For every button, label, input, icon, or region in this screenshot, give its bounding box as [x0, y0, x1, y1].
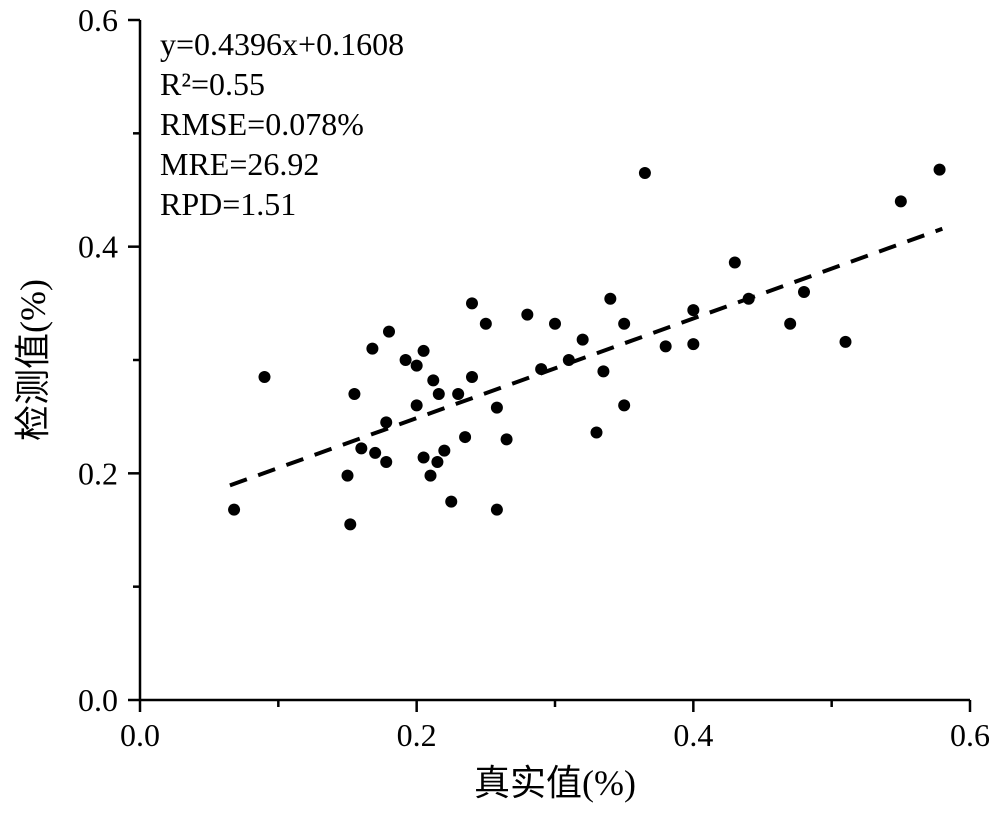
data-point: [259, 371, 271, 383]
data-point: [687, 338, 699, 350]
data-point: [452, 388, 464, 400]
data-point: [438, 445, 450, 457]
data-point: [563, 354, 575, 366]
annotation-line: RPD=1.51: [160, 186, 296, 222]
data-point: [549, 318, 561, 330]
y-tick-label: 0.6: [78, 2, 118, 38]
x-tick-label: 0.2: [397, 717, 437, 753]
data-point: [369, 447, 381, 459]
y-tick-label: 0.4: [78, 229, 118, 265]
data-point: [342, 470, 354, 482]
x-tick-label: 0.4: [673, 717, 713, 753]
data-point: [366, 343, 378, 355]
y-tick-label: 0.2: [78, 455, 118, 491]
data-point: [895, 195, 907, 207]
data-point: [427, 374, 439, 386]
x-tick-label: 0.0: [120, 717, 160, 753]
data-point: [784, 318, 796, 330]
annotation-line: MRE=26.92: [160, 146, 319, 182]
data-point: [466, 371, 478, 383]
data-point: [445, 496, 457, 508]
data-point: [433, 388, 445, 400]
data-point: [466, 297, 478, 309]
data-point: [344, 518, 356, 530]
chart-svg: 0.0 0.2 0.4 0.6 0.0 0.2 0.4 0.6 真实值(%) 检测值(%) y=0.…: [0, 0, 1000, 828]
data-point: [380, 456, 392, 468]
data-point: [501, 433, 513, 445]
data-point: [380, 416, 392, 428]
data-point: [934, 164, 946, 176]
data-point: [618, 399, 630, 411]
data-point: [383, 326, 395, 338]
data-point: [459, 431, 471, 443]
data-point: [348, 388, 360, 400]
data-point: [425, 470, 437, 482]
data-point: [411, 399, 423, 411]
x-axis-label: 真实值(%): [474, 763, 636, 803]
data-point: [604, 293, 616, 305]
data-point: [431, 456, 443, 468]
data-point: [418, 451, 430, 463]
annotation-line: y=0.4396x+0.1608: [160, 26, 404, 62]
data-point: [743, 293, 755, 305]
regression-line: [230, 229, 942, 486]
data-point: [521, 309, 533, 321]
data-point: [480, 318, 492, 330]
data-point: [729, 257, 741, 269]
data-point: [535, 363, 547, 375]
annotation-line: RMSE=0.078%: [160, 106, 364, 142]
y-axis-label: 检测值(%): [13, 279, 53, 441]
data-point: [400, 354, 412, 366]
scatter-chart: 0.0 0.2 0.4 0.6 0.0 0.2 0.4 0.6 真实值(%) 检测值(%) y=0.…: [0, 0, 1000, 828]
data-point: [687, 304, 699, 316]
data-point: [491, 504, 503, 516]
data-point: [418, 345, 430, 357]
annotation-line: R²=0.55: [160, 66, 265, 102]
data-point: [840, 336, 852, 348]
data-point: [591, 427, 603, 439]
data-point: [355, 442, 367, 454]
y-tick-label: 0.0: [78, 682, 118, 718]
data-point: [491, 402, 503, 414]
x-tick-label: 0.6: [950, 717, 990, 753]
data-point: [411, 360, 423, 372]
data-point: [639, 167, 651, 179]
data-point: [798, 286, 810, 298]
data-point: [618, 318, 630, 330]
data-point: [597, 365, 609, 377]
data-point: [228, 504, 240, 516]
data-point: [577, 334, 589, 346]
data-point: [660, 340, 672, 352]
